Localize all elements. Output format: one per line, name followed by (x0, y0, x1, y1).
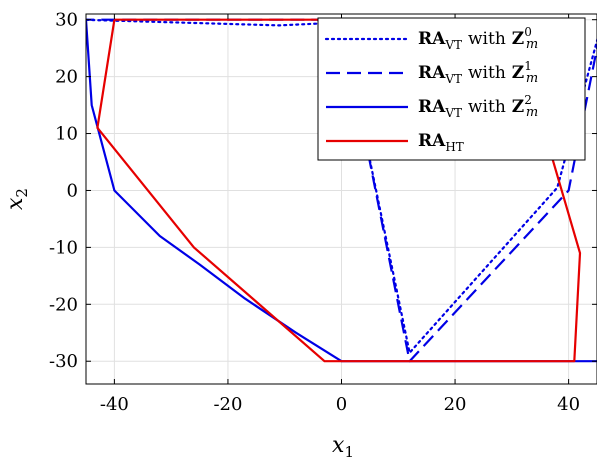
legend-name-var: m (526, 71, 538, 86)
legend-name-sup: 0 (524, 25, 532, 39)
legend-name-var: m (526, 37, 538, 52)
legend-name-base: RA (418, 63, 446, 83)
y-axis-label-var: x (3, 197, 28, 210)
y-tick-label: -30 (49, 351, 78, 372)
x-axis-label: x1 (332, 433, 354, 461)
legend-name-mid: with (468, 97, 506, 117)
legend-name-sup: 2 (524, 93, 532, 107)
legend-name-var: m (526, 105, 538, 120)
legend-name-sub: VT (444, 106, 462, 120)
legend-name-set: Z (512, 97, 524, 117)
x-tick-label: 20 (444, 394, 467, 415)
legend-entry-2: RAVT with Z2 m (418, 93, 538, 120)
legend-entry-0: RAVT with Z0 m (418, 25, 538, 52)
x-tick-label: 40 (557, 394, 580, 415)
y-tick-label: -10 (49, 237, 78, 258)
legend-entry-1: RAVT with Z1 m (418, 59, 538, 86)
legend-name-sub: HT (445, 140, 463, 154)
legend-name-mid: with (468, 29, 506, 49)
y-axis-label-sub: 2 (13, 188, 31, 198)
x-axis-label-sub: 1 (344, 443, 354, 461)
y-axis-label: x2 (3, 188, 31, 210)
legend-name-mid: with (468, 63, 506, 83)
y-tick-label: 0 (67, 180, 78, 201)
y-tick-label: 30 (55, 10, 78, 31)
x-tick-label: 0 (336, 394, 347, 415)
x-axis-label-var: x (332, 433, 345, 458)
legend-box (317, 17, 586, 161)
legend-entry-3: RAHT (418, 131, 464, 154)
legend-name-base: RA (418, 29, 446, 49)
legend-name-sup: 1 (524, 59, 532, 73)
legend-name-base: RA (418, 97, 446, 117)
legend-name-set: Z (512, 63, 524, 83)
legend-name-sub: VT (444, 38, 462, 52)
legend-name-set: Z (512, 29, 524, 49)
y-tick-label: 10 (55, 124, 78, 145)
legend-name-base: RA (418, 131, 446, 151)
x-tick-label: -40 (100, 394, 129, 415)
y-tick-label: 20 (55, 67, 78, 88)
y-tick-label: -20 (49, 294, 78, 315)
x-tick-label: -20 (213, 394, 242, 415)
legend-name-sub: VT (444, 72, 462, 86)
